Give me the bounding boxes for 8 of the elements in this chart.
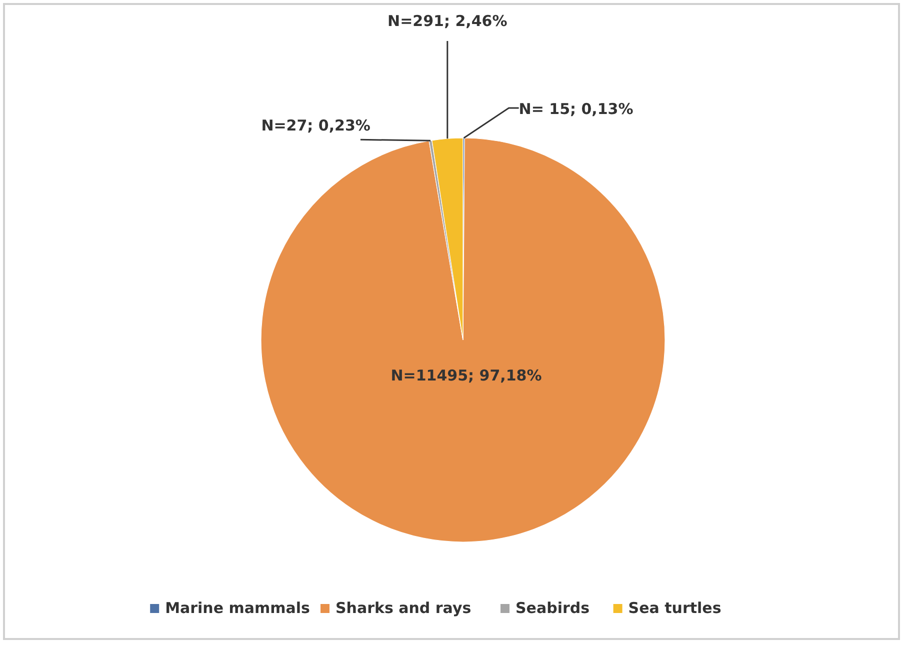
legend-label: Marine mammals	[165, 599, 310, 617]
legend-label: Seabirds	[516, 599, 590, 617]
data-label: N=291; 2,46%	[388, 12, 508, 30]
legend-label: Sea turtles	[628, 599, 722, 617]
data-label: N=27; 0,23%	[261, 116, 370, 135]
data-label: N=11495; 97,18%	[390, 366, 542, 384]
legend-label: Sharks and rays	[336, 599, 472, 617]
data-label: N= 15; 0,13%	[518, 100, 634, 118]
